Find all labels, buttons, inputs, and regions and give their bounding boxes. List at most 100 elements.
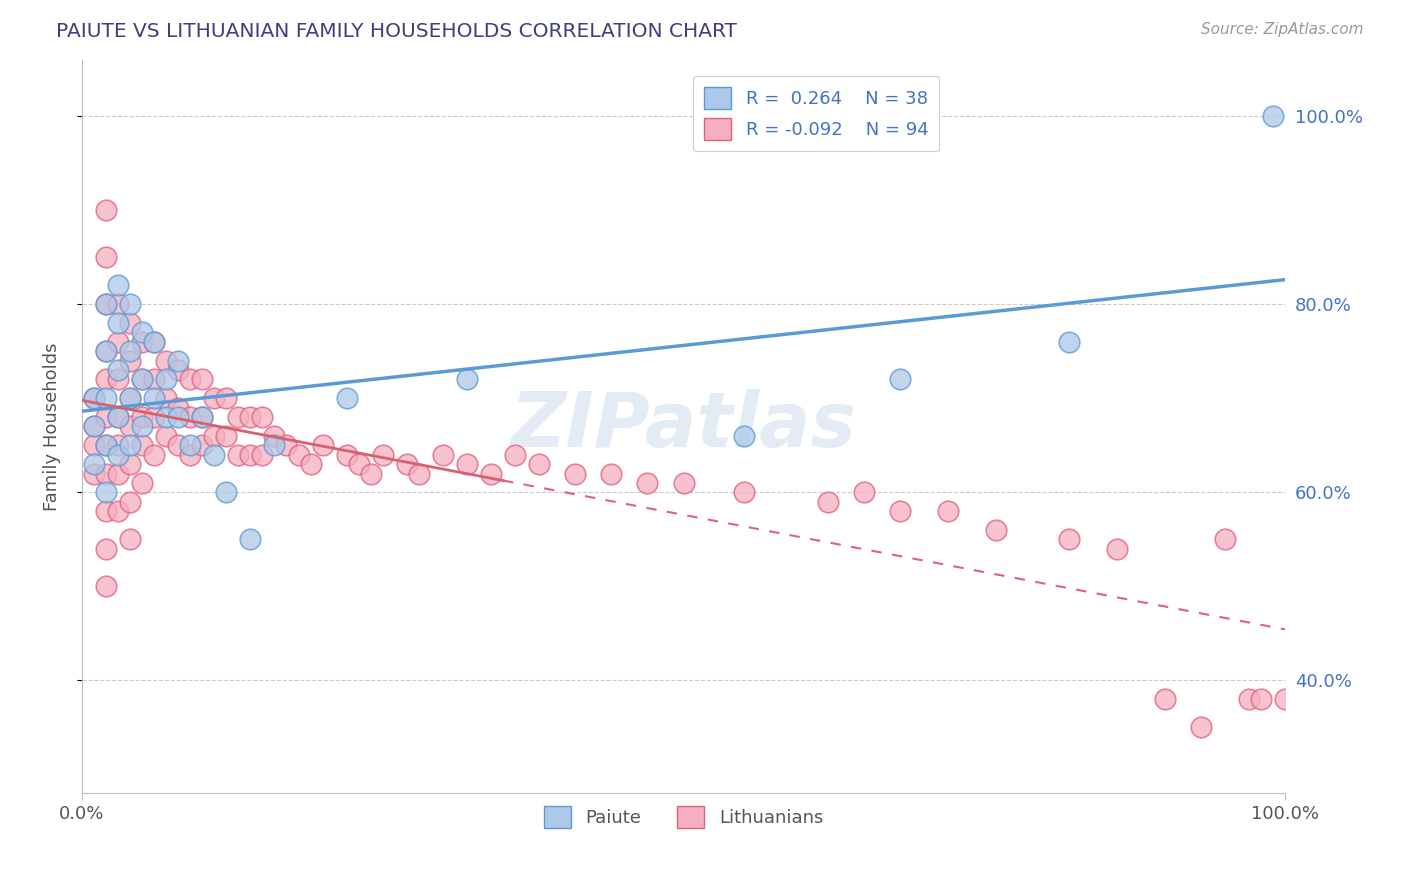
Point	[191, 410, 214, 425]
Point	[107, 372, 129, 386]
Point	[986, 523, 1008, 537]
Point	[94, 579, 117, 593]
Text: PAIUTE VS LITHUANIAN FAMILY HOUSEHOLDS CORRELATION CHART: PAIUTE VS LITHUANIAN FAMILY HOUSEHOLDS C…	[56, 22, 737, 41]
Point	[456, 457, 478, 471]
Point	[1250, 692, 1272, 706]
Point	[131, 475, 153, 490]
Point	[94, 541, 117, 556]
Point	[336, 448, 359, 462]
Point	[179, 438, 201, 452]
Point	[120, 391, 142, 405]
Point	[83, 467, 105, 481]
Point	[107, 278, 129, 293]
Point	[143, 410, 166, 425]
Point	[83, 438, 105, 452]
Point	[143, 372, 166, 386]
Point	[371, 448, 394, 462]
Point	[120, 353, 142, 368]
Point	[600, 467, 623, 481]
Point	[167, 401, 190, 415]
Point	[94, 438, 117, 452]
Point	[120, 438, 142, 452]
Point	[131, 419, 153, 434]
Point	[228, 448, 250, 462]
Point	[1237, 692, 1260, 706]
Point	[202, 448, 225, 462]
Point	[263, 429, 285, 443]
Point	[94, 203, 117, 218]
Point	[155, 391, 177, 405]
Point	[107, 316, 129, 330]
Point	[107, 448, 129, 462]
Point	[94, 344, 117, 359]
Point	[479, 467, 502, 481]
Point	[94, 391, 117, 405]
Point	[131, 326, 153, 340]
Point	[432, 448, 454, 462]
Point	[311, 438, 333, 452]
Point	[143, 334, 166, 349]
Point	[817, 494, 839, 508]
Point	[131, 372, 153, 386]
Point	[936, 504, 959, 518]
Point	[672, 475, 695, 490]
Point	[120, 457, 142, 471]
Point	[228, 410, 250, 425]
Point	[94, 467, 117, 481]
Point	[1105, 541, 1128, 556]
Point	[167, 410, 190, 425]
Point	[120, 494, 142, 508]
Point	[1189, 721, 1212, 735]
Point	[202, 429, 225, 443]
Point	[107, 467, 129, 481]
Point	[120, 533, 142, 547]
Point	[131, 334, 153, 349]
Point	[252, 448, 274, 462]
Point	[120, 391, 142, 405]
Point	[239, 448, 262, 462]
Point	[143, 391, 166, 405]
Point	[131, 438, 153, 452]
Point	[527, 457, 550, 471]
Text: ZIPatlas: ZIPatlas	[510, 390, 856, 464]
Point	[167, 353, 190, 368]
Point	[155, 353, 177, 368]
Point	[395, 457, 418, 471]
Point	[215, 391, 238, 405]
Point	[167, 363, 190, 377]
Point	[94, 410, 117, 425]
Point	[94, 344, 117, 359]
Point	[252, 410, 274, 425]
Point	[120, 419, 142, 434]
Point	[503, 448, 526, 462]
Point	[179, 448, 201, 462]
Point	[202, 391, 225, 405]
Point	[215, 485, 238, 500]
Point	[107, 297, 129, 311]
Point	[191, 438, 214, 452]
Point	[120, 344, 142, 359]
Point	[179, 372, 201, 386]
Point	[167, 438, 190, 452]
Point	[1213, 533, 1236, 547]
Point	[94, 372, 117, 386]
Point	[456, 372, 478, 386]
Point	[239, 533, 262, 547]
Point	[733, 429, 755, 443]
Point	[107, 410, 129, 425]
Point	[287, 448, 309, 462]
Point	[120, 316, 142, 330]
Point	[131, 410, 153, 425]
Point	[179, 410, 201, 425]
Point	[94, 504, 117, 518]
Point	[1057, 334, 1080, 349]
Point	[155, 372, 177, 386]
Text: Source: ZipAtlas.com: Source: ZipAtlas.com	[1201, 22, 1364, 37]
Point	[107, 410, 129, 425]
Point	[131, 372, 153, 386]
Point	[299, 457, 322, 471]
Point	[94, 297, 117, 311]
Point	[1261, 109, 1284, 123]
Point	[94, 485, 117, 500]
Point	[347, 457, 370, 471]
